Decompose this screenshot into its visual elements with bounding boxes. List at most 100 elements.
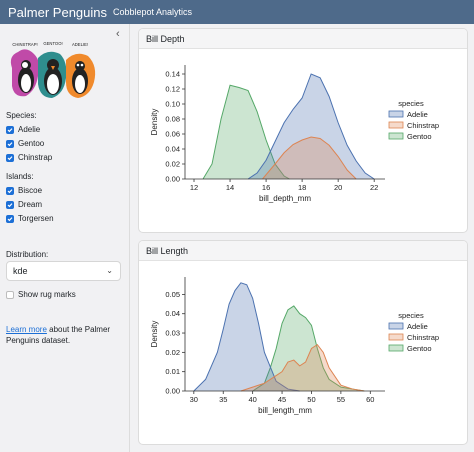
legend-title: species [398,311,424,320]
checkbox-checked-icon[interactable] [6,125,14,134]
species-label: Species: [6,111,37,120]
series-line-chinstrap [262,136,357,180]
x-tick-label: 60 [366,395,374,404]
bill-depth-card-header: Bill Depth [139,29,467,49]
legend-swatch-adelie [388,110,404,118]
species-adelie-checkbox[interactable]: Adelie [6,125,40,134]
y-tick-label: 0.14 [165,70,180,79]
sidebar: ‹ CHINSTRAP! GENTOO! ADELIE! Species: [0,24,130,452]
y-tick-label: 0.01 [165,367,180,376]
x-tick-label: 50 [307,395,315,404]
species-gentoo-checkbox[interactable]: Gentoo [6,139,44,148]
bill-length-title: Bill Length [146,245,189,256]
distribution-value: kde [13,266,28,276]
bill-depth-title: Bill Depth [146,33,185,44]
bill-depth-card: Bill Depth 12 14 16 18 20 22 0.00 0.02 0.04 0.06 0… [138,28,468,233]
checkbox-checked-icon[interactable] [6,153,14,162]
learn-more-link[interactable]: Learn more [6,325,47,334]
about-text: Learn more about the Palmer Penguins dat… [6,324,124,346]
distribution-label: Distribution: [6,250,49,259]
series-area-chinstrap [262,137,357,179]
island-biscoe-label: Biscoe [18,186,43,195]
y-tick-label: 0.04 [165,309,180,318]
legend-label-gentoo: Gentoo [407,132,432,141]
x-tick-label: 20 [334,183,342,192]
legend-label-adelie: Adelie [407,322,428,331]
y-tick-label: 0.02 [165,348,180,357]
y-axis-label: Density [150,109,159,136]
rug-marks-checkbox[interactable]: Show rug marks [6,290,76,299]
logo-label-gentoo: GENTOO! [43,41,62,46]
legend-swatch-adelie [388,322,404,330]
y-tick-label: 0.03 [165,329,180,338]
y-tick-label: 0.06 [165,130,180,139]
chinstrap-penguin [18,60,34,93]
x-tick-label: 22 [370,183,378,192]
island-biscoe-checkbox[interactable]: Biscoe [6,186,42,195]
island-torgersen-label: Torgersen [18,214,54,223]
y-tick-label: 0.05 [165,290,180,299]
y-tick-label: 0.12 [165,85,180,94]
collapse-sidebar-icon[interactable]: ‹ [116,28,120,40]
rug-marks-label: Show rug marks [18,290,76,299]
island-torgersen-checkbox[interactable]: Torgersen [6,214,54,223]
species-gentoo-label: Gentoo [18,139,45,148]
y-tick-label: 0.02 [165,160,180,169]
series-line-adelie [247,73,375,180]
checkbox-checked-icon[interactable] [6,186,14,195]
species-adelie-label: Adelie [18,125,41,134]
island-dream-label: Dream [18,200,43,209]
series-line-gentoo [252,305,365,392]
x-tick-label: 12 [190,183,198,192]
legend-swatch-gentoo [388,132,404,140]
legend-label-chinstrap: Chinstrap [407,121,439,130]
legend-label-adelie: Adelie [407,110,428,119]
series-line-chinstrap [240,343,365,392]
logo-label-adelie: ADELIE! [72,42,88,47]
bill-depth-chart: 12 14 16 18 20 22 0.00 0.02 0.04 0.06 0.08 0.10 0.12… [150,65,439,203]
species-chinstrap-checkbox[interactable]: Chinstrap [6,153,52,162]
legend-swatch-chinstrap [388,121,404,129]
series-area-adelie [193,282,300,391]
species-chinstrap-label: Chinstrap [18,153,53,162]
checkbox-checked-icon[interactable] [6,214,14,223]
x-tick-label: 14 [226,183,234,192]
legend-label-gentoo: Gentoo [407,344,432,353]
x-tick-label: 18 [298,183,306,192]
distribution-select[interactable]: kde ⌄ [6,261,121,281]
legend-swatch-gentoo [388,344,404,352]
checkbox-checked-icon[interactable] [6,139,14,148]
legend-title: species [398,99,424,108]
x-tick-label: 30 [190,395,198,404]
x-axis-label: bill_length_mm [258,406,312,415]
logo-label-chinstrap: CHINSTRAP! [12,42,37,47]
gentoo-penguin [44,59,62,95]
y-tick-label: 0.10 [165,100,180,109]
x-tick-label: 16 [262,183,270,192]
app-title: Palmer Penguins [8,4,107,20]
x-tick-label: 40 [248,395,256,404]
app-subtitle: Cobblepot Analytics [113,7,193,17]
x-tick-label: 55 [337,395,345,404]
chevron-down-icon: ⌄ [106,266,113,275]
y-tick-label: 0.00 [165,387,180,396]
x-tick-label: 45 [278,395,286,404]
adelie-penguin [72,61,88,94]
island-dream-checkbox[interactable]: Dream [6,200,42,209]
legend-label-chinstrap: Chinstrap [407,333,439,342]
x-axis-label: bill_depth_mm [259,194,311,203]
checkbox-checked-icon[interactable] [6,200,14,209]
islands-label: Islands: [6,172,34,181]
y-tick-label: 0.08 [165,115,180,124]
navbar: Palmer Penguins Cobblepot Analytics [0,0,474,24]
series-area-chinstrap [240,344,365,391]
penguins-logo: CHINSTRAP! GENTOO! ADELIE! [10,41,96,98]
bill-length-chart: 30 35 40 45 50 55 60 0.00 0.01 0.02 0.03 0.04 0.05 bi… [150,277,439,415]
checkbox-unchecked-icon[interactable] [6,290,14,299]
legend-swatch-chinstrap [388,333,404,341]
series-area-adelie [248,74,375,179]
y-tick-label: 0.00 [165,175,180,184]
bill-length-card: Bill Length 30 35 40 45 50 55 60 0.00 0.01 0.02 0.… [138,240,468,445]
y-tick-label: 0.04 [165,145,180,154]
bill-length-card-header: Bill Length [139,241,467,261]
